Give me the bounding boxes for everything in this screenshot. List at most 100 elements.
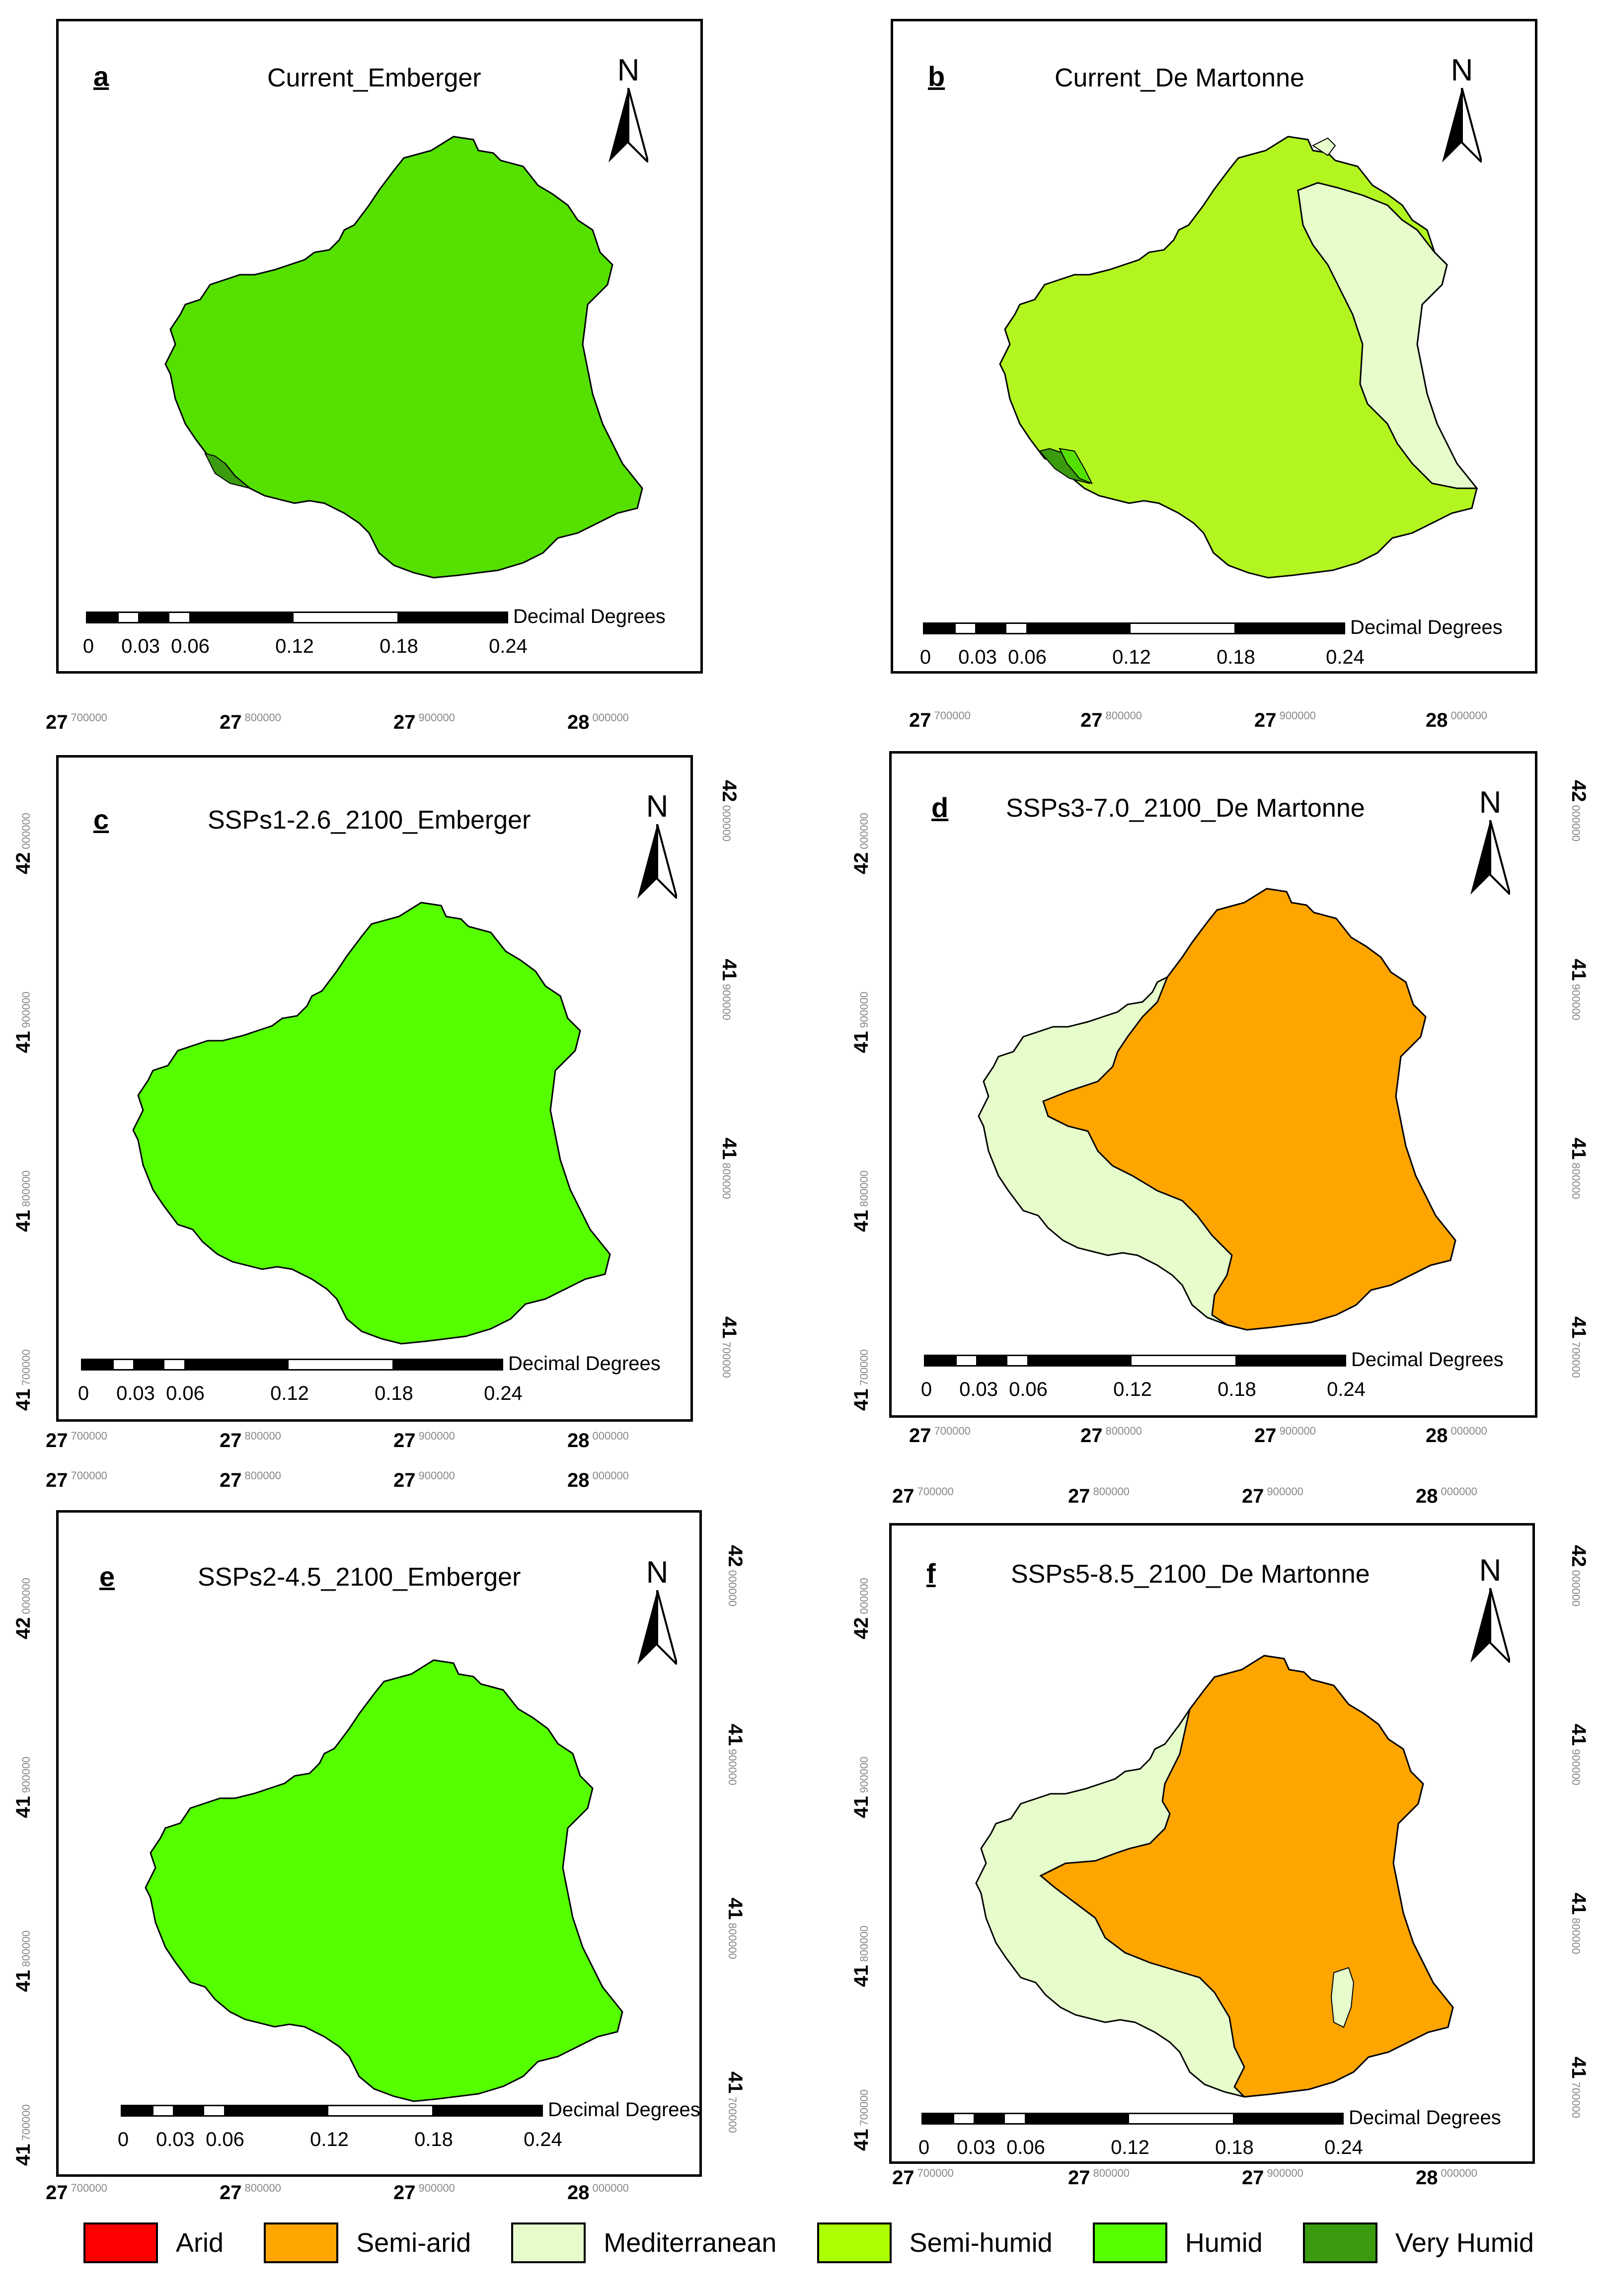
scale-label: 0.06 <box>171 635 210 657</box>
lat-label: 41800000 <box>850 1925 872 1987</box>
scale-bar: Decimal Degrees 0 0.03 0.06 0.12 0.18 0.… <box>83 606 692 657</box>
lat-label: 41700000 <box>1568 1316 1590 1378</box>
map-zone-humid <box>164 136 643 579</box>
lat-label: 41700000 <box>724 2071 746 2133</box>
panel-letter: b <box>928 61 945 92</box>
lat-label: 41800000 <box>724 1898 746 1959</box>
map-panel-d: d SSPs3-7.0_2100_De Martonne N Decimal D… <box>889 751 1537 1418</box>
lon-label: 27 900000 <box>1242 2167 1303 2189</box>
lat-label: 41900000 <box>1568 1724 1590 1785</box>
map-panel-c: c SSPs1-2.6_2100_Emberger N Decimal Degr… <box>56 755 693 1422</box>
lat-label: 42000000 <box>1568 1545 1590 1607</box>
scale-label: 0.03 <box>958 646 997 668</box>
lon-label: 28 000000 <box>1426 1425 1487 1447</box>
scale-label: 0.06 <box>166 1382 205 1404</box>
scale-units: Decimal Degrees <box>1350 616 1503 638</box>
lon-label: 27 700000 <box>892 2167 954 2189</box>
scale-units: Decimal Degrees <box>548 2099 700 2121</box>
scale-label: 0.03 <box>959 1378 998 1400</box>
lon-label: 27 900000 <box>393 711 455 733</box>
lat-label: 41700000 <box>718 1316 740 1378</box>
legend-swatch <box>1092 2222 1167 2263</box>
north-label: N <box>1479 1553 1502 1588</box>
map-zone-humid <box>145 1659 623 2102</box>
legend-item-arid: Arid <box>83 2222 224 2263</box>
north-label: N <box>617 53 640 87</box>
scale-units: Decimal Degrees <box>1351 1349 1504 1371</box>
lat-label: 41800000 <box>12 1930 34 1992</box>
map-panel-e: e SSPs2-4.5_2100_Emberger N Decimal Degr… <box>56 1510 702 2177</box>
panel-letter: c <box>93 804 109 835</box>
scale-bar: Decimal Degrees 0 0.03 0.06 0.12 0.18 0.… <box>117 2099 700 2150</box>
scale-label: 0.03 <box>156 2129 195 2150</box>
legend-label: Semi-arid <box>356 2228 471 2258</box>
map-zone-very-humid <box>204 453 250 489</box>
scale-label: 0.24 <box>1326 646 1365 668</box>
lon-label: 27 800000 <box>1068 2167 1130 2189</box>
region-map <box>975 1655 1454 2098</box>
north-label: N <box>646 789 669 824</box>
scale-units: Decimal Degrees <box>1349 2107 1501 2129</box>
panel-letter: d <box>931 792 949 823</box>
region-map <box>132 902 611 1345</box>
lat-label: 42000000 <box>850 813 872 874</box>
lat-label: 41700000 <box>850 1349 872 1411</box>
lon-label: 27 800000 <box>220 1469 281 1491</box>
legend-item-semi-humid: Semi-humid <box>817 2222 1053 2263</box>
legend-swatch <box>511 2222 586 2263</box>
lon-label: 28 000000 <box>567 1469 629 1491</box>
panel-title: SSPs1-2.6_2100_Emberger <box>208 806 531 835</box>
panel-title: SSPs3-7.0_2100_De Martonne <box>1006 794 1365 823</box>
scale-label: 0 <box>920 1378 932 1400</box>
map-zone-semi-arid <box>1039 1655 1454 2098</box>
scale-label: 0.12 <box>1112 646 1151 668</box>
lat-label: 41800000 <box>1568 1893 1590 1954</box>
legend-swatch <box>817 2222 892 2263</box>
scale-label: 0 <box>77 1382 89 1404</box>
lon-label: 27 700000 <box>892 1485 954 1507</box>
lon-label: 28 000000 <box>1416 1485 1477 1507</box>
lat-label: 42000000 <box>12 813 34 874</box>
scale-bar: Decimal Degrees 0 0.03 0.06 0.12 0.18 0.… <box>918 2107 1527 2158</box>
legend-item-humid: Humid <box>1092 2222 1263 2263</box>
scale-label: 0.06 <box>1008 646 1047 668</box>
scale-label: 0.12 <box>1113 1378 1152 1400</box>
map-zone-semi-arid <box>1042 888 1456 1331</box>
scale-label: 0.24 <box>524 2129 562 2150</box>
legend-swatch <box>264 2222 339 2263</box>
scale-label: 0.18 <box>380 635 418 657</box>
scale-label: 0.18 <box>1217 646 1255 668</box>
lon-label: 27 700000 <box>46 711 107 733</box>
lat-label: 41800000 <box>850 1170 872 1232</box>
map-panel-a: a Current_Emberger N Decimal Degrees 0 0… <box>56 19 703 674</box>
lon-label: 28 000000 <box>1416 2167 1477 2189</box>
map-zone-mediterranean <box>1330 1967 1355 2028</box>
scale-label: 0.12 <box>310 2129 349 2150</box>
lat-label: 41800000 <box>1568 1138 1590 1199</box>
scale-label: 0 <box>117 2129 129 2150</box>
north-label: N <box>1450 53 1473 87</box>
region-map <box>145 1659 623 2102</box>
lon-label: 27 700000 <box>46 1430 107 1452</box>
legend-swatch <box>83 2222 158 2263</box>
legend: Arid Semi-arid Mediterranean Semi-humid … <box>83 2211 1534 2275</box>
scale-label: 0.03 <box>957 2137 995 2158</box>
scale-label: 0 <box>918 2137 930 2158</box>
lon-label: 27 900000 <box>1242 1485 1303 1507</box>
scale-label: 0.03 <box>121 635 160 657</box>
lon-label: 27 900000 <box>393 1469 455 1491</box>
scale-label: 0.12 <box>270 1382 309 1404</box>
lon-label: 28 000000 <box>567 711 629 733</box>
lon-label: 27 900000 <box>393 1430 455 1452</box>
lon-label: 27 900000 <box>393 2182 455 2204</box>
lon-label: 27 800000 <box>1080 709 1142 731</box>
legend-label: Semi-humid <box>909 2228 1053 2258</box>
lon-label: 28 000000 <box>567 2182 629 2204</box>
panel-title: SSPs2-4.5_2100_Emberger <box>198 1563 521 1592</box>
north-label: N <box>646 1555 669 1590</box>
scale-label: 0.18 <box>1218 1378 1256 1400</box>
north-arrow-icon: N <box>601 53 656 162</box>
lat-label: 42000000 <box>12 1578 34 1639</box>
map-zone-mediterranean <box>1312 137 1336 156</box>
legend-label: Arid <box>176 2228 224 2258</box>
